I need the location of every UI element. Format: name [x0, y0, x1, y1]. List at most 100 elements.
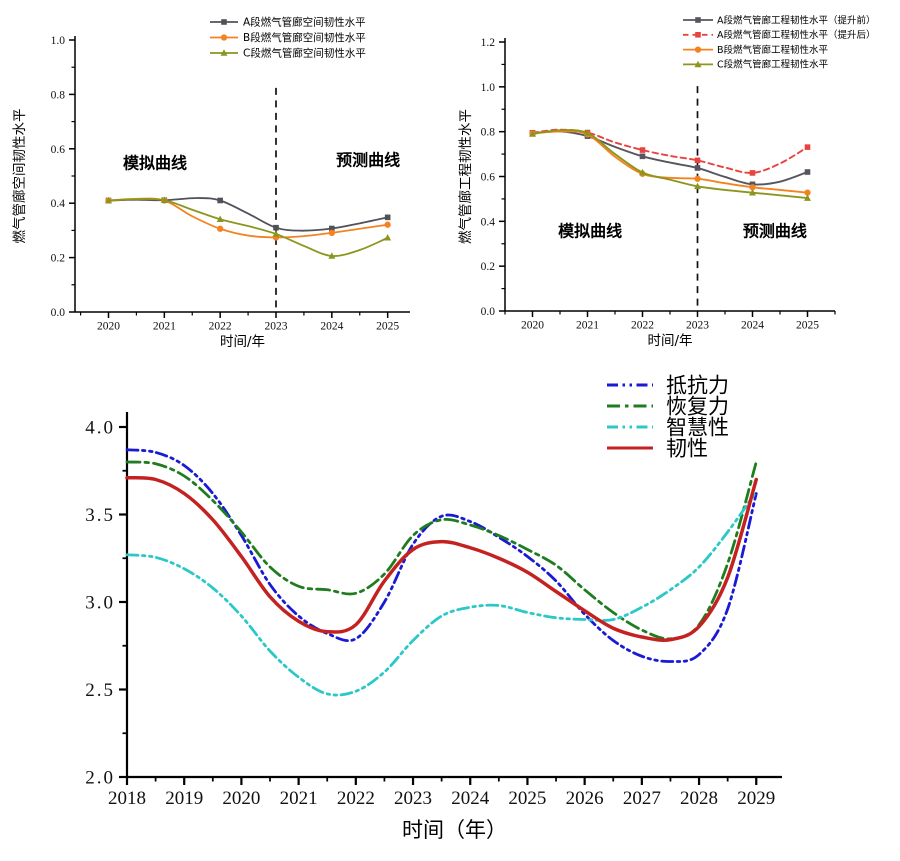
- x-tick-label: 2023: [686, 320, 709, 332]
- y-axis-title: 燃气管廊工程韧性水平: [457, 109, 474, 244]
- y-tick-label: 0.8: [481, 127, 496, 139]
- x-tick-label: 2027: [623, 788, 661, 809]
- series-smartness-line: [125, 490, 758, 697]
- legend-label-segment-a-spatial: A段燃气管廊空间韧性水平: [243, 16, 366, 29]
- y-tick-label: 3.5: [85, 505, 115, 526]
- series-segment-a-spatial-marker: [384, 214, 391, 221]
- x-tick-label: 2023: [265, 321, 288, 333]
- series-segment-a-engineering-post-marker: [694, 157, 701, 164]
- series-segment-a-spatial-marker: [329, 225, 335, 232]
- x-tick-label: 2021: [576, 320, 599, 332]
- series-segment-b-spatial-marker: [328, 229, 335, 236]
- series-segment-c-engineering-marker: [584, 129, 591, 136]
- series-resilience-line: [125, 475, 759, 642]
- legend-label-segment-b-engineering: B段燃气管廊工程韧性水平: [717, 44, 829, 56]
- chart-overall-resilience: 2018 2019 2020 2021 2022 2023 2024 2025 2026 2027…: [0, 360, 900, 861]
- y-tick-label: 0.0: [51, 307, 66, 319]
- series-segment-c-engineering-marker: [804, 194, 811, 201]
- series-segment-c-engineering-marker: [639, 168, 646, 176]
- legend-label-segment-c-engineering: C段燃气管廊工程韧性水平: [717, 59, 829, 71]
- y-tick-label: 1.0: [481, 82, 496, 94]
- series-segment-b-engineering-line: [531, 130, 809, 194]
- y-tick-label: 0.0: [481, 306, 496, 318]
- x-tick-label: 2019: [165, 788, 203, 809]
- x-tick-label: 2028: [680, 788, 718, 809]
- x-tick-label: 2021: [280, 788, 318, 809]
- x-tick-label: 2024: [320, 321, 343, 333]
- legend-marker-segment-c-engineering: [694, 60, 702, 68]
- x-tick-label: 2024: [741, 320, 764, 332]
- series-recovery: [125, 460, 758, 641]
- x-tick-label: 2022: [209, 321, 232, 333]
- annotation-prediction-curve: 预测曲线: [743, 222, 807, 241]
- x-tick-label: 2029: [737, 788, 775, 809]
- x-tick-label: 2021: [153, 321, 176, 333]
- series-segment-c-spatial-marker: [272, 230, 280, 237]
- legend-label-segment-b-spatial: B段燃气管廊空间韧性水平: [243, 31, 366, 44]
- series-segment-c-spatial-marker: [105, 197, 112, 204]
- legend-label-resistance: 抵抗力: [666, 373, 729, 397]
- series-segment-b-spatial-marker: [384, 221, 391, 228]
- x-tick-label: 2025: [508, 788, 546, 809]
- series-segment-a-engineering-post-line: [531, 128, 809, 174]
- y-tick-label: 0.8: [51, 89, 66, 101]
- annotation-prediction-curve: 预测曲线: [336, 151, 400, 170]
- series-segment-c-engineering: [529, 129, 811, 201]
- series-segment-a-engineering-post: [529, 128, 811, 176]
- x-tick-label: 2018: [108, 788, 146, 809]
- x-tick-label: 2020: [97, 321, 120, 333]
- x-tick-label: 2020: [222, 788, 260, 809]
- legend-marker-segment-a-engineering-post: [695, 32, 701, 38]
- x-tick-label: 2026: [566, 788, 604, 809]
- series-segment-a-engineering-post-marker: [749, 170, 756, 176]
- y-tick-label: 0.4: [481, 216, 496, 228]
- series-segment-c-spatial-marker: [328, 252, 336, 259]
- legend-label-segment-c-spatial: C段燃气管廊空间韧性水平: [243, 47, 366, 60]
- series-segment-a-engineering-pre-marker: [804, 169, 811, 175]
- series-segment-a-engineering-pre-marker: [639, 153, 646, 160]
- series-recovery-line: [125, 460, 758, 641]
- y-tick-label: 0.2: [481, 261, 496, 273]
- y-axis-title: 燃气管廊空间韧性水平: [11, 109, 28, 244]
- x-tick-label: 2020: [521, 320, 544, 332]
- series-segment-c-spatial-line: [107, 198, 389, 257]
- y-tick-label: 2.5: [85, 680, 115, 701]
- y-tick-label: 0.6: [481, 172, 496, 184]
- legend-marker-segment-a-engineering-pre: [695, 17, 701, 23]
- series-segment-a-spatial-marker: [217, 197, 223, 204]
- y-tick-label: 0.2: [51, 253, 66, 265]
- series-segment-a-engineering-pre-line: [531, 130, 809, 186]
- y-tick-label: 0.4: [51, 198, 66, 210]
- series-segment-c-engineering-marker: [749, 188, 756, 196]
- x-tick-label: 2022: [631, 320, 654, 332]
- legend: A段燃气管廊空间韧性水平 B段燃气管廊空间韧性水平 C段燃气管廊空间韧性水平: [210, 16, 366, 60]
- legend-marker-segment-c-spatial: [220, 49, 228, 56]
- series-segment-c-spatial: [105, 196, 392, 259]
- series-segment-a-engineering-post-marker: [639, 147, 646, 153]
- legend-label-resilience: 韧性: [666, 436, 708, 460]
- series-segment-b-engineering-marker: [749, 184, 756, 191]
- legend-marker-segment-a-spatial: [221, 19, 227, 25]
- series-segment-a-spatial-line: [107, 197, 389, 232]
- x-tick-label: 2024: [451, 788, 490, 809]
- series-segment-c-engineering-marker: [529, 130, 536, 137]
- legend-label-recovery: 恢复力: [666, 394, 729, 418]
- y-tick-label: 1.2: [481, 37, 496, 49]
- series-segment-c-engineering-marker: [694, 182, 701, 190]
- spatial-resilience-svg: 2020 2021 2022 2023 2024 2025 0.0 0.2 0.4 0.6 0.8 1…: [11, 16, 410, 350]
- series-segment-a-spatial-marker: [273, 224, 279, 231]
- series-segment-c-spatial-marker: [384, 234, 392, 241]
- axes: 2018 2019 2020 2021 2022 2023 2024 2025 2026 2027…: [85, 412, 782, 809]
- x-tick-label: 2023: [394, 788, 432, 809]
- x-axis-title: 时间（年）: [402, 818, 507, 842]
- series-segment-c-engineering-line: [531, 129, 809, 199]
- x-tick-label: 2025: [796, 320, 819, 332]
- series-segment-a-engineering-post-marker: [804, 144, 811, 150]
- legend-label-segment-a-engineering-post: A段燃气管廊工程韧性水平（提升后）: [717, 29, 876, 41]
- x-tick-label: 2025: [376, 321, 399, 333]
- engineering-resilience-svg: 2020 2021 2022 2023 2024 2025 0.0 0.2 0.4 0.6 0.8 1…: [457, 14, 876, 349]
- x-tick-label: 2022: [337, 788, 375, 809]
- axes: 2020 2021 2022 2023 2024 2025 0.0 0.2 0.4 0.6 0.8 1…: [51, 35, 410, 333]
